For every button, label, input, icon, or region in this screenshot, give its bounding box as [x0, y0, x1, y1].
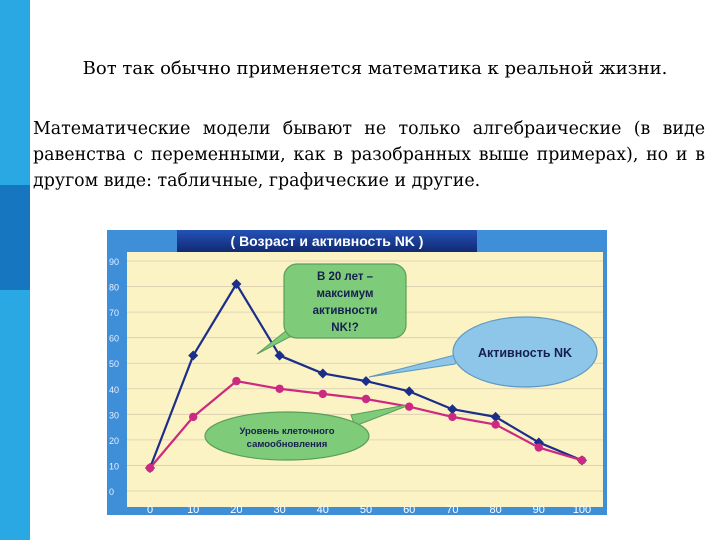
series-1-point: [188, 350, 199, 361]
y-tick-label: 60: [109, 334, 119, 344]
series-1-point: [404, 386, 415, 397]
x-tick-label: 70: [446, 504, 458, 515]
x-tick-label: 10: [187, 504, 199, 515]
series-2-point: [405, 402, 414, 411]
y-tick-label: 0: [109, 487, 114, 497]
y-tick-label: 20: [109, 436, 119, 446]
series-1-point: [533, 437, 544, 448]
callout-peak-text: активности: [313, 305, 378, 317]
callout-peak-text: NK!?: [331, 322, 358, 334]
callout-peak-text: максимум: [317, 288, 374, 300]
chart-title-band: [177, 230, 477, 252]
slide-paragraph: Математические модели бывают не только а…: [33, 119, 705, 191]
series-1-point: [274, 350, 285, 361]
series-1-point: [317, 368, 328, 379]
series-2-point: [577, 456, 587, 465]
series-1-point: [231, 279, 242, 289]
series-1-point: [447, 404, 458, 415]
y-tick-label: 90: [109, 257, 119, 267]
side-strip: [0, 0, 30, 540]
series-2-point: [189, 412, 198, 422]
callout-renewal-text: Уровень клеточного: [239, 426, 334, 437]
x-tick-label: 20: [230, 504, 242, 515]
x-tick-label: 80: [489, 504, 501, 515]
series-2-point: [448, 412, 457, 422]
series-1-point: [361, 376, 371, 387]
callout-renewal-tail: [350, 403, 413, 427]
x-tick-label: 100: [573, 504, 591, 515]
series-2-point: [275, 384, 284, 393]
series-2-point: [491, 420, 500, 429]
y-tick-label: 30: [109, 410, 119, 420]
callout-peak-text: В 20 лет –: [317, 271, 374, 283]
series-2-point: [361, 394, 371, 404]
callout-activity-bubble: [452, 316, 598, 388]
series-2-point: [145, 463, 155, 473]
x-tick-label: 60: [403, 504, 415, 515]
x-tick-label: 50: [360, 504, 372, 515]
callout-activity-text: Активность NK: [478, 346, 572, 360]
y-tick-label: 10: [109, 461, 119, 471]
series-2-point: [534, 443, 543, 452]
x-tick-label: 40: [317, 504, 329, 515]
x-tick-label: 30: [273, 504, 285, 515]
slide-heading: Вот так обычно применяется математика к …: [82, 58, 668, 79]
x-tick-label: 90: [533, 504, 545, 515]
chart-title: ( Возраст и активность NK ): [231, 233, 424, 249]
y-tick-label: 70: [109, 308, 119, 318]
age-activity-chart: ( Возраст и активность NK ) 0 10 20 30 40 50 6…: [107, 230, 607, 515]
y-tick-label: 50: [109, 359, 119, 369]
side-strip-accent: [0, 185, 30, 290]
y-tick-label: 40: [109, 385, 119, 395]
callout-renewal-text: самообновления: [247, 439, 328, 450]
callout-peak-box: [283, 263, 407, 339]
series-2-point: [232, 376, 241, 386]
y-tick-label: 80: [109, 283, 119, 293]
series-2-point: [318, 389, 327, 399]
series-1-point: [490, 411, 501, 422]
callout-renewal-bubble: [204, 411, 370, 461]
x-tick-label: 0: [147, 504, 153, 515]
